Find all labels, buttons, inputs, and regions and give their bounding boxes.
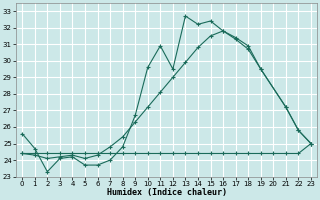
X-axis label: Humidex (Indice chaleur): Humidex (Indice chaleur) xyxy=(107,188,227,197)
